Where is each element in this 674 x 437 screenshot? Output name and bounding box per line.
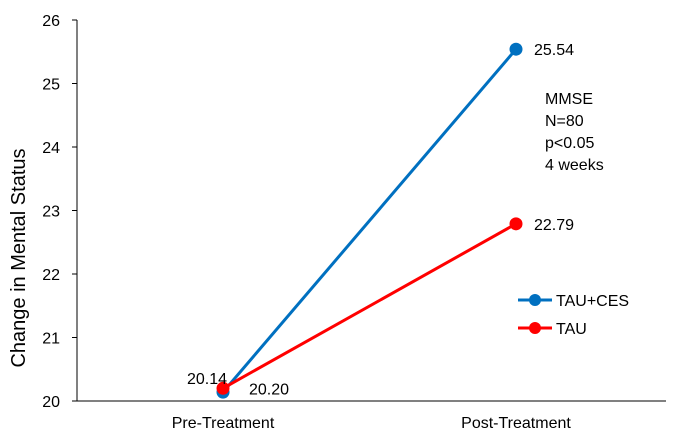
y-tick-label: 24 [42, 140, 60, 157]
y-tick-label: 22 [42, 267, 60, 284]
chart-legend: TAU+CES TAU [518, 293, 629, 338]
annotation-line: N=80 [545, 113, 584, 130]
legend-marker [529, 322, 541, 334]
x-tick-label: Post-Treatment [461, 415, 571, 432]
data-label: 20.20 [249, 381, 289, 398]
stats-annotation: MMSE N=80 p<0.05 4 weeks [545, 91, 604, 174]
legend-label: TAU+CES [556, 293, 629, 310]
y-tick-label: 21 [42, 331, 60, 348]
series-line-tau [222, 222, 517, 390]
y-axis-label: Change in Mental Status [8, 148, 30, 367]
annotation-line: 4 weeks [545, 157, 604, 174]
legend-marker [529, 294, 541, 306]
y-tick-label: 26 [42, 13, 60, 30]
data-label: 22.79 [534, 217, 574, 234]
x-tick-label: Pre-Treatment [172, 415, 275, 432]
data-point [216, 381, 230, 395]
data-label: 20.14 [187, 371, 227, 388]
y-tick-label: 20 [42, 394, 60, 411]
data-label: 25.54 [534, 42, 574, 59]
annotation-line: p<0.05 [545, 135, 594, 152]
y-tick-labels: 20 21 22 23 24 25 26 [42, 13, 77, 411]
annotation-line: MMSE [545, 91, 593, 108]
chart-axes [76, 20, 666, 402]
data-labels: 20.14 25.54 20.20 22.79 [187, 42, 574, 398]
series-line-tau-ces [221, 48, 518, 394]
data-point [509, 217, 523, 231]
chart-series [216, 42, 523, 399]
data-point [509, 42, 523, 56]
y-tick-label: 23 [42, 204, 60, 221]
legend-label: TAU [556, 321, 587, 338]
y-tick-label: 25 [42, 77, 60, 94]
x-tick-labels: Pre-Treatment Post-Treatment [172, 415, 572, 432]
